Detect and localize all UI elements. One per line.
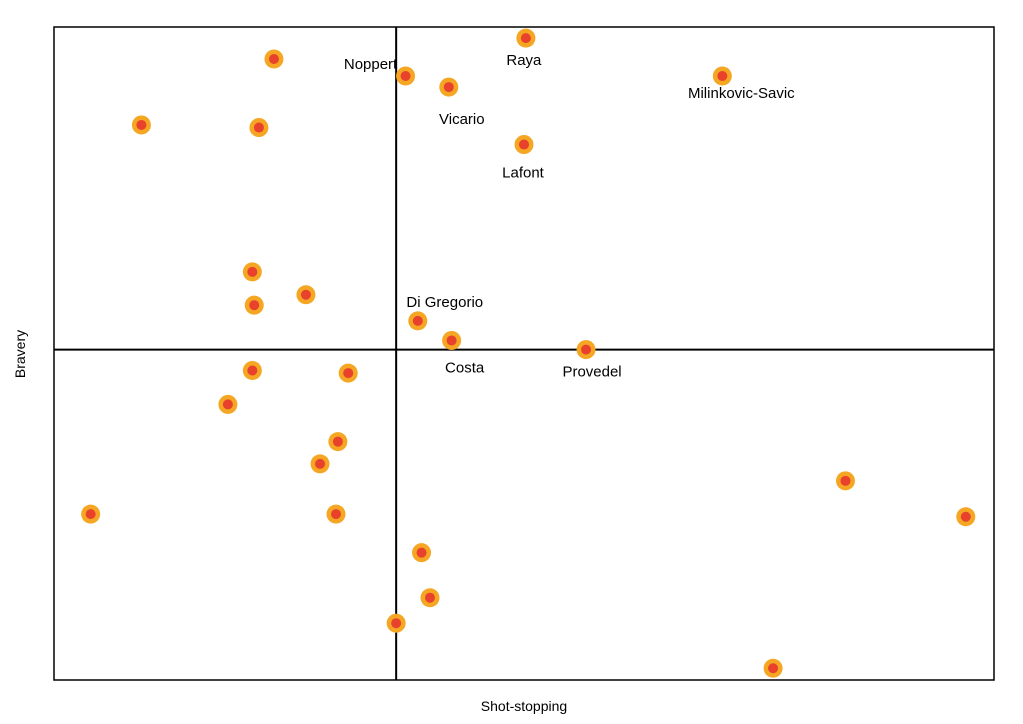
data-point (264, 49, 284, 69)
data-point (420, 588, 440, 608)
data-point (131, 115, 151, 135)
data-point-inner (400, 70, 411, 81)
x-axis-title: Shot-stopping (481, 698, 567, 714)
data-point-inner (268, 53, 279, 64)
data-point-inner (443, 82, 454, 93)
data-point-inner (446, 335, 457, 346)
data-point-inner (717, 70, 728, 81)
data-point (81, 504, 101, 524)
data-point (310, 454, 330, 474)
data-point-label: Vicario (439, 111, 485, 128)
data-point (835, 471, 855, 491)
data-point-inner (768, 663, 779, 674)
data-point-inner (520, 33, 531, 44)
data-point (249, 118, 269, 138)
data-point-label: Lafont (502, 165, 545, 182)
data-point-inner (247, 266, 258, 277)
plot-area-frame (53, 26, 995, 681)
data-point-label: Costa (445, 359, 485, 376)
data-point (296, 285, 316, 305)
data-point (218, 394, 238, 414)
data-point-inner (519, 139, 529, 150)
data-point-inner (391, 618, 402, 629)
data-point-inner (840, 475, 851, 486)
data-point-inner (249, 300, 260, 311)
data-point (396, 66, 416, 86)
data-point-inner (343, 368, 354, 379)
data-point-inner (315, 458, 326, 469)
data-point-label: Raya (506, 52, 542, 69)
data-point-inner (332, 436, 343, 447)
data-point-inner (247, 365, 258, 376)
data-point-inner (300, 289, 311, 300)
data-point (442, 330, 462, 350)
data-point-inner (331, 509, 341, 520)
data-point (412, 543, 432, 563)
data-point (516, 28, 536, 48)
data-point-inner (581, 344, 592, 355)
data-point-labels: Raya Noppert Vicario Milinkovic-Savic Lafont… (344, 52, 795, 380)
data-point-label: Noppert (344, 56, 398, 73)
data-point-inner (425, 592, 435, 603)
data-points (81, 28, 976, 678)
data-point-label: Di Gregorio (406, 294, 483, 311)
data-point (326, 504, 346, 524)
data-point-inner (85, 509, 96, 520)
data-point (242, 360, 262, 380)
data-point-inner (412, 315, 423, 326)
data-point-inner (960, 511, 971, 522)
data-point (386, 613, 406, 633)
data-point (439, 77, 459, 97)
data-point-inner (253, 122, 264, 133)
data-point (242, 262, 262, 282)
data-point-label: Provedel (562, 364, 621, 381)
data-point (712, 66, 732, 86)
data-point (576, 340, 596, 360)
data-point-label: Milinkovic-Savic (688, 85, 795, 102)
data-point (956, 507, 976, 527)
data-point (338, 363, 358, 383)
data-point-inner (416, 547, 427, 558)
data-point (244, 295, 264, 315)
data-point (328, 432, 348, 452)
y-axis-title: Bravery (12, 330, 28, 378)
data-point-inner (136, 119, 147, 130)
data-point (514, 135, 534, 155)
data-point (408, 311, 428, 331)
data-point-inner (222, 399, 233, 410)
data-point (763, 658, 783, 678)
